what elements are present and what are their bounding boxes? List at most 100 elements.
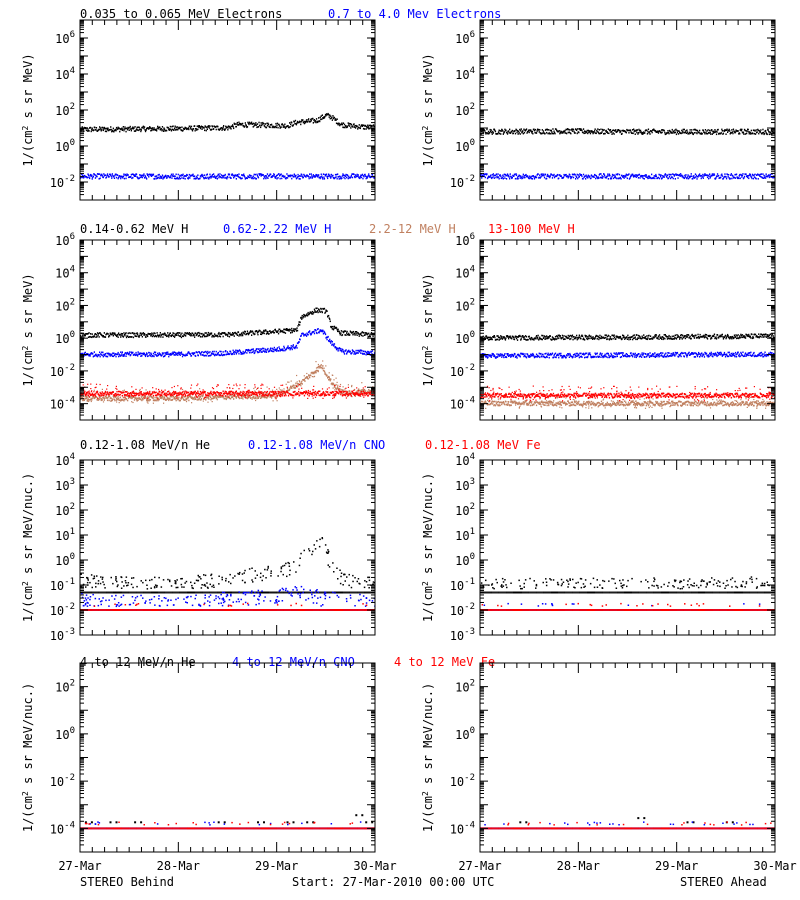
- data-point: [128, 127, 130, 129]
- data-point: [335, 176, 337, 178]
- data-point: [274, 176, 276, 178]
- data-point: [732, 132, 734, 135]
- data-point: [272, 330, 274, 332]
- data-point: [330, 115, 332, 117]
- data-point: [130, 332, 132, 335]
- data-point: [331, 175, 333, 178]
- data-point: [172, 335, 175, 337]
- data-point: [213, 395, 215, 398]
- data-point: [510, 131, 512, 134]
- data-point: [244, 122, 246, 124]
- data-point: [591, 131, 594, 133]
- data-point: [525, 128, 528, 130]
- data-point: [143, 334, 145, 336]
- data-point: [133, 332, 136, 335]
- data-point: [664, 174, 666, 176]
- data-point: [530, 129, 532, 131]
- data-point: [251, 391, 253, 394]
- data-point: [510, 176, 512, 178]
- data-point: [762, 131, 765, 134]
- data-point: [297, 342, 299, 345]
- data-point: [649, 133, 651, 135]
- data-point: [715, 177, 717, 179]
- data-point: [246, 349, 249, 351]
- data-point: [546, 131, 548, 134]
- data-point: [352, 350, 355, 352]
- data-point: [103, 394, 105, 397]
- data-point: [347, 122, 349, 124]
- data-point: [641, 132, 643, 134]
- data-point: [635, 174, 637, 176]
- data-point: [108, 175, 110, 178]
- data-point: [292, 344, 294, 346]
- data-point: [317, 175, 319, 177]
- data-point: [220, 350, 222, 353]
- data-point: [94, 355, 96, 357]
- data-point: [253, 177, 255, 180]
- data-point: [93, 389, 95, 391]
- data-point: [243, 173, 245, 176]
- data-point: [531, 132, 533, 134]
- data-point: [246, 397, 249, 400]
- data-point: [146, 399, 148, 402]
- data-point: [289, 122, 291, 124]
- data-point: [340, 348, 342, 350]
- data-point: [198, 399, 200, 401]
- data-point: [141, 355, 143, 357]
- data-point: [621, 132, 623, 135]
- data-point: [146, 401, 148, 403]
- data-point: [196, 399, 198, 401]
- data-point: [368, 352, 370, 355]
- data-point: [519, 128, 521, 131]
- data-point: [149, 390, 151, 393]
- data-point: [749, 173, 751, 176]
- y-tick-exponent: 2: [70, 102, 75, 112]
- data-point: [217, 392, 219, 394]
- data-point: [603, 129, 605, 131]
- data-point: [131, 401, 133, 403]
- data-point: [176, 352, 178, 354]
- data-point: [324, 173, 326, 176]
- data-point: [168, 175, 170, 178]
- data-point: [502, 130, 504, 132]
- data-point: [211, 173, 214, 176]
- data-point: [741, 176, 743, 178]
- data-point: [690, 132, 692, 135]
- data-point: [93, 351, 95, 353]
- data-point: [246, 332, 248, 335]
- data-point: [252, 175, 254, 178]
- data-point: [310, 374, 312, 377]
- data-point: [336, 381, 338, 383]
- data-point: [244, 176, 246, 178]
- data-point: [112, 355, 114, 358]
- data-point: [141, 176, 143, 179]
- data-point: [142, 175, 145, 177]
- data-point: [115, 394, 118, 397]
- data-point: [344, 177, 346, 180]
- data-point: [298, 121, 300, 124]
- data-point: [639, 131, 641, 134]
- data-point: [729, 132, 731, 135]
- data-point: [260, 331, 262, 333]
- data-point: [306, 314, 309, 317]
- data-point: [159, 334, 161, 336]
- data-point: [200, 397, 203, 400]
- data-point: [135, 332, 137, 335]
- data-point: [151, 129, 153, 132]
- data-point: [499, 132, 501, 135]
- data-point: [731, 177, 733, 180]
- data-point: [572, 176, 575, 179]
- data-point: [311, 313, 313, 315]
- data-point: [86, 400, 88, 402]
- data-point: [508, 176, 510, 178]
- data-point: [371, 333, 374, 336]
- data-point: [181, 397, 184, 399]
- data-point: [151, 335, 154, 338]
- data-point: [700, 177, 702, 180]
- data-point: [511, 176, 513, 179]
- data-point: [246, 352, 248, 354]
- data-point: [314, 370, 317, 372]
- data-point: [314, 371, 316, 374]
- data-point: [255, 394, 257, 396]
- data-point: [95, 354, 98, 357]
